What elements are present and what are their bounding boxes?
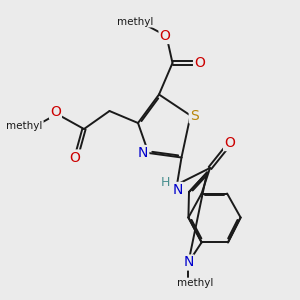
Text: methyl: methyl xyxy=(177,278,213,289)
Text: O: O xyxy=(194,56,205,70)
Text: N: N xyxy=(138,146,148,160)
Text: N: N xyxy=(183,256,194,269)
Text: S: S xyxy=(190,109,199,122)
Text: O: O xyxy=(160,29,170,43)
Text: N: N xyxy=(172,183,183,197)
Text: O: O xyxy=(224,136,235,150)
Text: O: O xyxy=(70,151,80,164)
Text: H: H xyxy=(161,176,170,190)
Text: O: O xyxy=(50,105,61,118)
Text: methyl: methyl xyxy=(6,121,43,131)
Text: methyl: methyl xyxy=(117,16,154,27)
